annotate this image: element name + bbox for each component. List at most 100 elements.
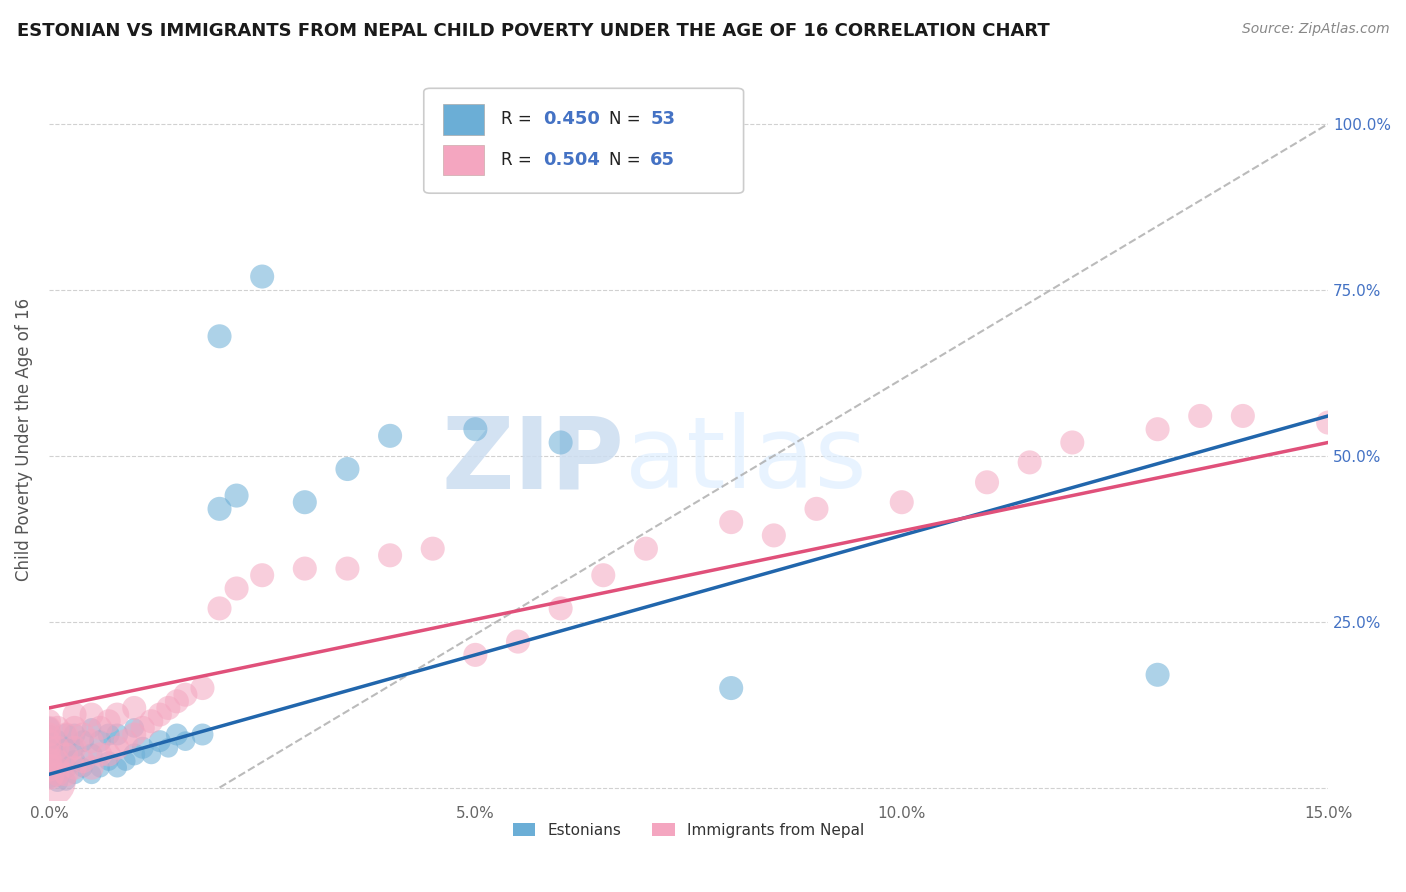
FancyBboxPatch shape — [443, 104, 484, 135]
Point — [422, 541, 444, 556]
Point — [208, 501, 231, 516]
Point — [122, 721, 145, 735]
Text: ESTONIAN VS IMMIGRANTS FROM NEPAL CHILD POVERTY UNDER THE AGE OF 16 CORRELATION : ESTONIAN VS IMMIGRANTS FROM NEPAL CHILD … — [17, 22, 1050, 40]
Point — [46, 734, 69, 748]
Point — [1146, 422, 1168, 436]
Point — [38, 754, 60, 768]
Point — [80, 721, 103, 735]
Point — [55, 727, 77, 741]
Point — [122, 701, 145, 715]
Text: 0.450: 0.450 — [543, 111, 599, 128]
Point — [72, 727, 94, 741]
Point — [55, 727, 77, 741]
Point — [97, 747, 120, 762]
Point — [720, 681, 742, 695]
Text: atlas: atlas — [624, 412, 866, 509]
Point — [38, 721, 60, 735]
Point — [55, 740, 77, 755]
Point — [80, 761, 103, 775]
Point — [806, 501, 828, 516]
Point — [38, 774, 60, 789]
Point — [46, 774, 69, 789]
Text: 65: 65 — [650, 151, 675, 169]
Point — [250, 269, 273, 284]
Point — [378, 429, 401, 443]
Point — [46, 747, 69, 762]
Point — [38, 754, 60, 768]
Point — [976, 475, 998, 490]
Point — [114, 754, 136, 768]
Point — [592, 568, 614, 582]
Point — [762, 528, 785, 542]
Point — [38, 734, 60, 748]
Point — [1317, 416, 1340, 430]
Point — [38, 734, 60, 748]
Point — [105, 740, 128, 755]
Text: R =: R = — [501, 111, 537, 128]
Point — [105, 761, 128, 775]
Point — [720, 515, 742, 529]
Point — [191, 681, 214, 695]
Point — [97, 754, 120, 768]
Point — [46, 754, 69, 768]
Point — [97, 714, 120, 729]
Text: R =: R = — [501, 151, 537, 169]
Point — [63, 707, 86, 722]
Text: N =: N = — [609, 111, 647, 128]
Point — [38, 714, 60, 729]
Point — [105, 707, 128, 722]
Point — [336, 462, 359, 476]
Y-axis label: Child Poverty Under the Age of 16: Child Poverty Under the Age of 16 — [15, 298, 32, 581]
Point — [174, 734, 197, 748]
Point — [114, 734, 136, 748]
Point — [55, 761, 77, 775]
Point — [72, 754, 94, 768]
Point — [38, 767, 60, 781]
Point — [208, 601, 231, 615]
Text: N =: N = — [609, 151, 647, 169]
Point — [174, 688, 197, 702]
Text: 0.504: 0.504 — [543, 151, 599, 169]
Point — [63, 767, 86, 781]
Point — [55, 774, 77, 789]
Point — [89, 721, 111, 735]
Point — [250, 568, 273, 582]
Point — [80, 734, 103, 748]
Point — [105, 727, 128, 741]
Point — [38, 761, 60, 775]
Point — [149, 707, 172, 722]
Point — [506, 634, 529, 648]
Point — [46, 740, 69, 755]
Point — [464, 648, 486, 662]
Point — [46, 761, 69, 775]
Point — [38, 740, 60, 755]
Point — [132, 740, 155, 755]
Point — [294, 495, 316, 509]
Point — [38, 727, 60, 741]
Point — [38, 761, 60, 775]
Point — [80, 767, 103, 781]
Point — [63, 740, 86, 755]
Text: 53: 53 — [650, 111, 675, 128]
Point — [97, 727, 120, 741]
Point — [550, 435, 572, 450]
Legend: Estonians, Immigrants from Nepal: Estonians, Immigrants from Nepal — [506, 816, 870, 844]
Point — [122, 747, 145, 762]
Point — [72, 761, 94, 775]
Point — [55, 747, 77, 762]
Point — [1018, 455, 1040, 469]
Point — [141, 714, 163, 729]
Point — [1189, 409, 1212, 423]
Point — [122, 727, 145, 741]
Point — [208, 329, 231, 343]
Point — [1062, 435, 1084, 450]
Point — [378, 549, 401, 563]
Point — [46, 767, 69, 781]
Point — [132, 721, 155, 735]
Point — [191, 727, 214, 741]
Point — [72, 734, 94, 748]
Point — [46, 721, 69, 735]
Point — [63, 740, 86, 755]
Point — [46, 767, 69, 781]
Point — [38, 740, 60, 755]
